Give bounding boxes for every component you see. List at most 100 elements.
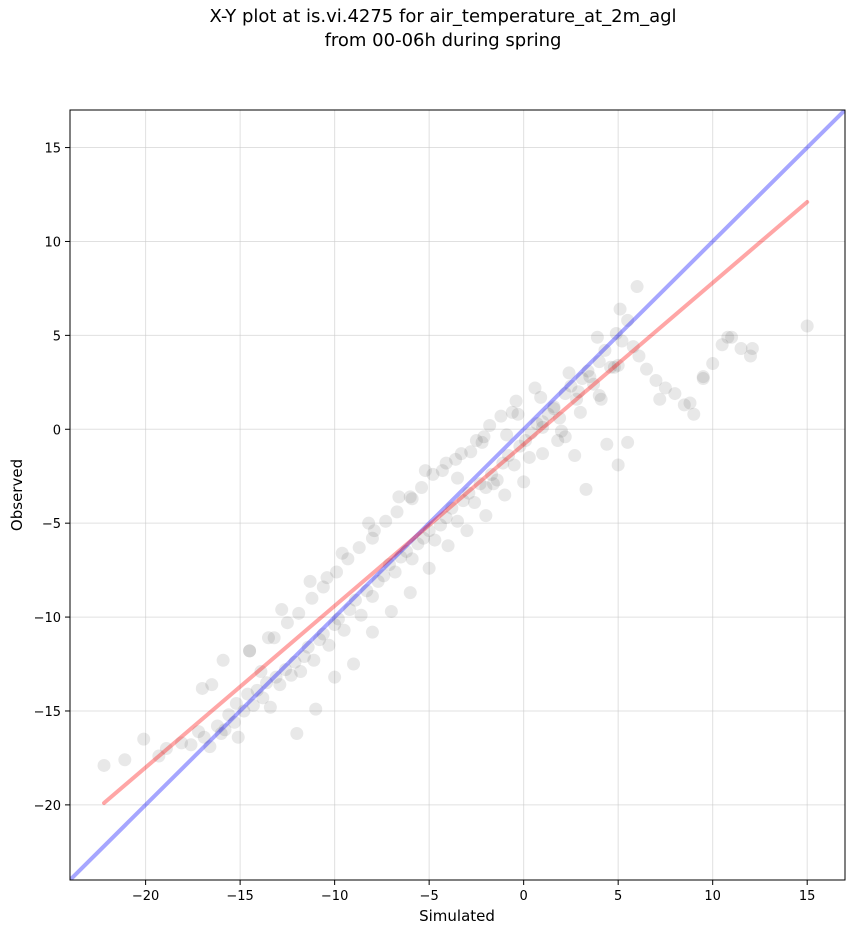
data-point <box>377 569 391 583</box>
data-point <box>649 373 663 387</box>
data-point <box>392 490 406 504</box>
data-point <box>441 539 455 553</box>
data-point <box>316 627 330 641</box>
data-point <box>581 364 595 378</box>
y-tick-label: −15 <box>34 705 61 720</box>
data-point <box>301 640 315 654</box>
data-point <box>360 584 374 598</box>
data-point <box>613 302 627 316</box>
x-tick-label: −5 <box>420 889 439 904</box>
data-point <box>261 631 275 645</box>
data-point <box>379 514 393 528</box>
data-point <box>800 319 814 333</box>
data-point <box>473 477 487 491</box>
data-point <box>517 475 531 489</box>
data-point <box>621 313 635 327</box>
data-point <box>330 565 344 579</box>
data-point <box>547 400 561 414</box>
data-point <box>696 372 710 386</box>
data-point <box>615 334 629 348</box>
data-point <box>384 604 398 618</box>
y-axis-label: Observed <box>8 459 26 531</box>
data-point <box>371 574 385 588</box>
data-point <box>630 280 644 294</box>
data-points <box>97 280 814 772</box>
data-point <box>607 360 621 374</box>
data-point <box>205 678 219 692</box>
y-tick-label: −5 <box>42 517 61 532</box>
data-point <box>290 727 304 741</box>
data-point <box>405 492 419 506</box>
chart-title-line-1: X-Y plot at is.vi.4275 for air_temperatu… <box>209 6 677 27</box>
data-point <box>479 480 493 494</box>
data-point <box>507 458 521 472</box>
data-point <box>305 591 319 605</box>
data-point <box>496 456 510 470</box>
data-point <box>382 557 396 571</box>
data-point <box>475 435 489 449</box>
data-point <box>260 676 274 690</box>
data-point <box>439 456 453 470</box>
data-point <box>256 691 270 705</box>
x-tick-label: −10 <box>321 889 348 904</box>
data-point <box>524 426 538 440</box>
fit-line <box>102 200 810 805</box>
data-point <box>590 330 604 344</box>
data-point <box>243 644 257 658</box>
data-point <box>347 657 361 671</box>
data-point <box>214 727 228 741</box>
data-point <box>288 655 302 669</box>
data-point <box>197 730 211 744</box>
data-point <box>97 758 111 772</box>
data-point <box>668 387 682 401</box>
data-point <box>445 501 459 515</box>
data-point <box>600 437 614 451</box>
one-to-one-line <box>70 110 845 880</box>
data-point <box>284 668 298 682</box>
data-point <box>303 574 317 588</box>
data-point <box>313 633 327 647</box>
data-point <box>428 533 442 547</box>
data-point <box>534 390 548 404</box>
data-point <box>513 439 527 453</box>
data-point <box>479 509 493 523</box>
data-point <box>721 330 735 344</box>
data-point <box>687 407 701 421</box>
data-point <box>294 665 308 679</box>
data-point <box>743 349 757 363</box>
data-point <box>229 696 243 710</box>
x-tick-label: −20 <box>132 889 159 904</box>
data-point <box>621 435 635 449</box>
data-point <box>152 749 166 763</box>
data-point <box>551 434 565 448</box>
data-point <box>632 349 646 363</box>
data-point <box>677 398 691 412</box>
data-point <box>278 663 292 677</box>
data-point <box>269 670 283 684</box>
data-point <box>530 417 544 431</box>
data-point <box>460 524 474 538</box>
data-point <box>297 650 311 664</box>
data-point <box>454 447 468 461</box>
data-point <box>241 687 255 701</box>
x-tick-label: 0 <box>520 889 528 904</box>
data-point <box>626 340 640 354</box>
data-point <box>390 505 404 519</box>
data-point <box>439 511 453 525</box>
data-point <box>449 452 463 466</box>
data-point <box>137 732 151 746</box>
data-point <box>653 392 667 406</box>
data-point <box>604 360 618 374</box>
data-point <box>316 580 330 594</box>
data-point <box>416 531 430 545</box>
data-point <box>502 449 516 463</box>
data-point <box>592 388 606 402</box>
data-point <box>331 612 345 626</box>
x-tick-label: 5 <box>614 889 622 904</box>
data-point <box>564 379 578 393</box>
data-point <box>275 603 289 617</box>
data-point <box>554 424 568 438</box>
data-point <box>175 736 189 750</box>
data-point <box>267 631 281 645</box>
data-point <box>579 482 593 496</box>
